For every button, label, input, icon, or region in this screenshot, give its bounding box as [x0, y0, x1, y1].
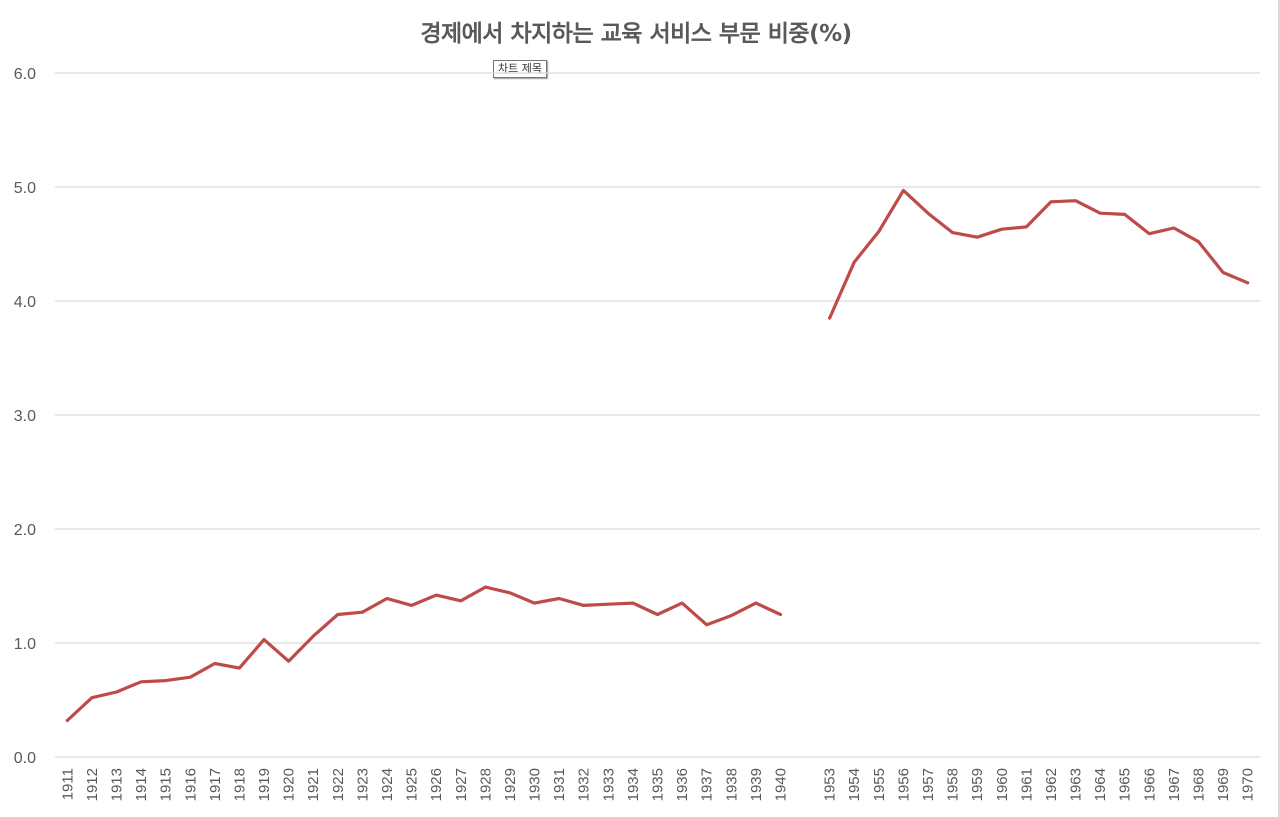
x-tick-label: 1938 [723, 768, 740, 801]
chart-title[interactable]: 경제에서 차지하는 교육 서비스 부문 비중(%) [420, 21, 852, 47]
x-tick-label: 1935 [650, 768, 667, 801]
x-tick-label: 1920 [281, 768, 298, 801]
x-tick-label: 1930 [527, 768, 544, 801]
y-tick-label: 6.0 [14, 66, 36, 83]
x-tick-label: 1923 [354, 768, 371, 801]
y-tick-label: 3.0 [14, 408, 36, 425]
x-tick-label: 1957 [920, 768, 937, 801]
x-tick-label: 1937 [699, 768, 716, 801]
x-tick-label: 1968 [1191, 768, 1208, 801]
y-tick-label: 1.0 [14, 636, 36, 653]
x-tick-label: 1940 [772, 768, 789, 801]
x-tick-label: 1953 [822, 768, 839, 801]
x-tick-label: 1964 [1092, 768, 1109, 801]
x-tick-label: 1960 [994, 768, 1011, 801]
x-tick-label: 1954 [846, 768, 863, 801]
x-tick-label: 1970 [1240, 768, 1257, 801]
x-tick-label: 1936 [674, 768, 691, 801]
x-tick-label: 1915 [158, 768, 175, 801]
x-tick-label: 1969 [1215, 768, 1232, 801]
x-tick-label: 1929 [502, 768, 519, 801]
x-tick-label: 1956 [895, 768, 912, 801]
x-tick-label: 1916 [182, 768, 199, 801]
x-tick-label: 1918 [231, 768, 248, 801]
x-tick-label: 1928 [477, 768, 494, 801]
x-tick-label: 1962 [1043, 768, 1060, 801]
y-tick-label: 4.0 [14, 294, 36, 311]
x-tick-label: 1934 [625, 768, 642, 801]
x-tick-label: 1958 [945, 768, 962, 801]
series-line[interactable] [827, 188, 1250, 320]
x-tick-label: 1914 [133, 768, 150, 801]
x-tick-label: 1939 [748, 768, 765, 801]
x-tick-label: 1922 [330, 768, 347, 801]
x-tick-label: 1933 [600, 768, 617, 801]
x-tick-label: 1959 [969, 768, 986, 801]
x-tick-label: 1963 [1068, 768, 1085, 801]
series-line[interactable] [65, 585, 783, 723]
y-tick-label: 0.0 [14, 750, 36, 767]
x-tick-label: 1966 [1141, 768, 1158, 801]
x-tick-label: 1917 [207, 768, 224, 801]
x-tick-label: 1921 [305, 768, 322, 801]
x-tick-label: 1919 [256, 768, 273, 801]
x-tick-label: 1961 [1018, 768, 1035, 801]
x-tick-label: 1932 [576, 768, 593, 801]
x-tick-label: 1926 [428, 768, 445, 801]
x-tick-label: 1924 [379, 768, 396, 801]
x-tick-label: 1913 [108, 768, 125, 801]
x-tick-label: 1965 [1117, 768, 1134, 801]
x-tick-label: 1931 [551, 768, 568, 801]
x-tick-label: 1967 [1166, 768, 1183, 801]
x-tick-label: 1925 [404, 768, 421, 801]
y-tick-label: 2.0 [14, 522, 36, 539]
chart-border [1278, 0, 1280, 817]
x-tick-label: 1912 [84, 768, 101, 801]
x-tick-label: 1911 [59, 768, 76, 800]
x-tick-label: 1955 [871, 768, 888, 801]
y-tick-label: 5.0 [14, 180, 36, 197]
x-tick-label: 1927 [453, 768, 470, 801]
